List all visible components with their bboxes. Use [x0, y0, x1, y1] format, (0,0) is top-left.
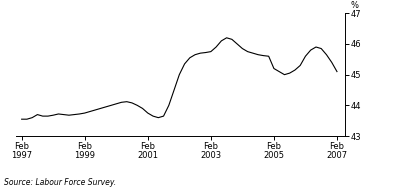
- Text: Source: Labour Force Survey.: Source: Labour Force Survey.: [4, 178, 116, 187]
- Text: %: %: [351, 2, 359, 10]
